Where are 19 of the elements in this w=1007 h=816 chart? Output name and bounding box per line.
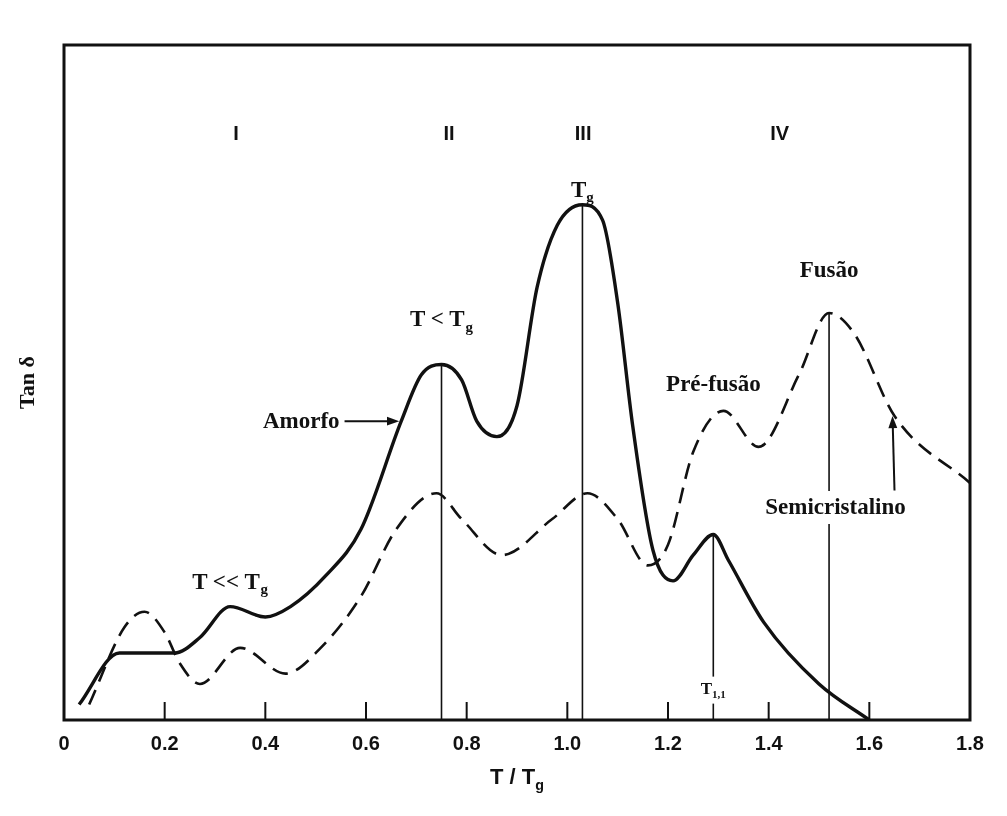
text: IV bbox=[770, 121, 790, 144]
x-tick-label: 1.6 bbox=[855, 731, 884, 754]
x-tick-label: 0.2 bbox=[150, 731, 179, 754]
x-tick-label: 0.6 bbox=[352, 731, 380, 754]
text: I bbox=[233, 121, 239, 144]
x-tick-label: 0.8 bbox=[452, 731, 481, 754]
annotation: Amorfo bbox=[262, 408, 340, 434]
x-tick-label: 1.4 bbox=[754, 731, 784, 754]
x-tick-label: 1.2 bbox=[654, 731, 682, 754]
x-tick-label: 1.0 bbox=[553, 731, 582, 754]
annotation: Semicristalino bbox=[765, 493, 906, 519]
x-tick-label: 0 bbox=[58, 731, 70, 754]
x-tick-label: 0.4 bbox=[251, 731, 281, 754]
annotation: Fusão bbox=[799, 256, 859, 282]
x-tick-label: 1.8 bbox=[956, 731, 984, 754]
text: II bbox=[443, 121, 455, 144]
text: III bbox=[574, 121, 592, 144]
y-axis-title: Tan δ bbox=[14, 356, 39, 409]
annotation: Pré-fusão bbox=[666, 370, 761, 396]
